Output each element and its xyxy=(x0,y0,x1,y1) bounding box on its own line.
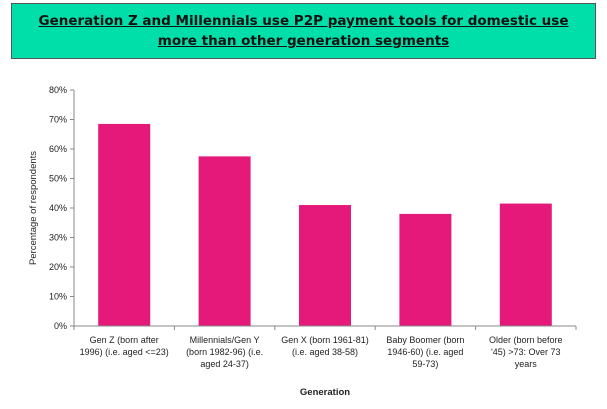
y-tick-label: 50% xyxy=(49,174,67,184)
bar xyxy=(399,213,452,326)
y-tick-label: 10% xyxy=(49,292,67,302)
bar xyxy=(198,156,251,326)
y-tick-label: 40% xyxy=(49,203,67,213)
chart-title-box: Generation Z and Millennials use P2P pay… xyxy=(11,3,596,59)
y-tick-label: 0% xyxy=(54,321,67,331)
x-tick-label: Baby Boomer (born 1946-60) (i.e. aged 59-7… xyxy=(386,335,464,369)
y-tick-label: 60% xyxy=(49,144,67,154)
y-tick-label: 70% xyxy=(49,115,67,125)
x-axis-title: Generation xyxy=(300,387,350,398)
x-axis-tick-labels: Gen Z (born after 1996) (i.e. aged <=23) M… xyxy=(80,335,563,369)
x-tick-label: Gen X (born 1961-81) (i.e. aged 38-58) xyxy=(281,335,369,357)
y-tick-label: 80% xyxy=(49,85,67,95)
x-tick-label: Older (born before '45) >73: Over 73 years xyxy=(489,335,563,369)
x-axis-ticks xyxy=(73,326,577,330)
y-tick-label: 30% xyxy=(49,233,67,243)
y-tick-label: 20% xyxy=(49,262,67,272)
y-axis-title: Percentage of respondents xyxy=(28,151,39,265)
chart-title: Generation Z and Millennials use P2P pay… xyxy=(38,13,569,49)
bar xyxy=(499,203,552,326)
bar xyxy=(98,123,151,326)
x-tick-label: Millennials/Gen Y (born 1982-96) (i.e. age… xyxy=(186,335,263,369)
x-tick-label: Gen Z (born after 1996) (i.e. aged <=23) xyxy=(80,335,169,357)
bar xyxy=(299,205,351,326)
bars xyxy=(98,123,552,326)
y-axis-ticks: 0% 10% 20% 30% 40% 50% 60% 70% 80% xyxy=(49,85,74,331)
